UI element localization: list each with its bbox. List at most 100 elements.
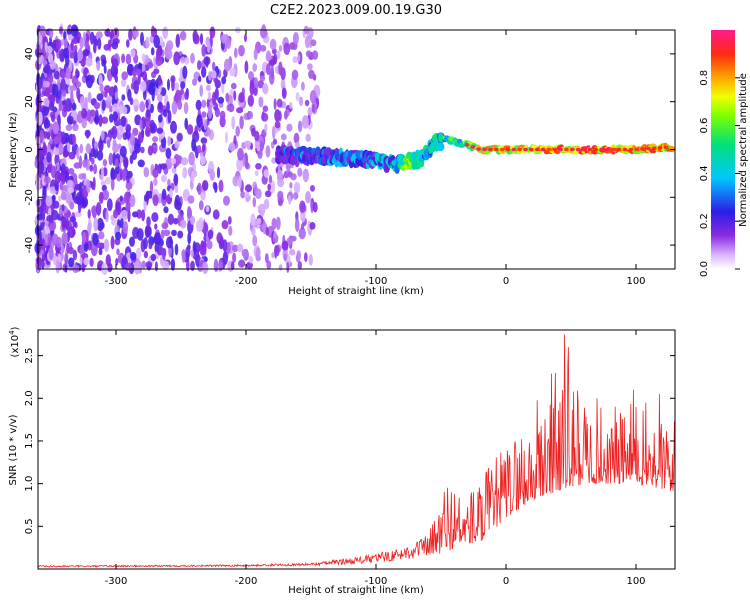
noise-cell [231,116,236,130]
noise-cell [126,173,130,184]
noise-cell [106,139,111,149]
signal-peak-cell [599,147,604,152]
noise-cell [42,80,50,88]
noise-cell [149,180,154,194]
noise-cell [55,236,63,248]
noise-cell [309,222,316,230]
noise-cell [98,247,103,256]
noise-cell [136,228,144,241]
noise-cell [99,83,104,93]
snr-y-multiplier-exponent: 4 [8,330,16,335]
noise-cell [52,194,56,202]
noise-cell [199,84,203,97]
noise-cell [210,70,217,79]
noise-cell [44,118,51,129]
noise-cell [225,37,232,49]
noise-cell [127,209,131,223]
noise-cell [179,30,187,41]
noise-cell [221,76,227,85]
noise-cell [202,261,209,274]
noise-cell [276,169,283,184]
noise-cell [111,41,119,50]
noise-cell [44,233,49,247]
noise-cell [304,252,308,263]
noise-cell [141,260,146,269]
noise-cell [125,201,131,212]
noise-cell [196,145,202,154]
noise-cell [151,25,155,36]
noise-cell [203,120,207,131]
x-tick-label: -300 [105,276,128,287]
noise-cell [147,145,154,156]
noise-cell [57,131,62,145]
noise-cell [150,253,157,262]
noise-cell [245,184,252,193]
noise-cell [61,232,69,245]
noise-cell [143,194,149,202]
noise-cell [206,40,211,54]
noise-cell [73,162,82,169]
noise-cell [205,84,211,92]
noise-cell [101,99,106,111]
noise-cell [226,104,231,111]
noise-cell [47,233,52,246]
noise-cell [60,191,67,201]
noise-cell [72,123,79,132]
noise-cell [237,243,244,253]
noise-cell [255,247,261,261]
noise-cell [167,135,172,147]
noise-cell [297,120,303,133]
noise-cell [274,245,278,259]
noise-cell [171,100,178,115]
noise-cell [36,44,42,58]
noise-cell [79,95,85,107]
noise-cell [269,38,277,51]
noise-cell [63,105,67,113]
noise-cell [93,217,99,232]
noise-cell [175,33,181,48]
noise-cell [101,116,109,124]
noise-cell [106,198,113,212]
noise-cell [169,188,173,198]
noise-cell [70,90,74,104]
noise-cell [111,58,119,69]
snr-series-path [37,334,676,569]
noise-cell [258,96,264,108]
noise-cell [263,169,269,178]
noise-cell [225,92,230,103]
noise-cell [244,161,249,170]
noise-cell [248,71,254,81]
noise-cell [278,110,282,122]
noise-cell [115,231,122,240]
signal-peak-cell [476,147,482,151]
noise-cell [132,211,139,218]
noise-cell [235,125,240,137]
noise-cell [85,143,92,154]
noise-cell [42,195,47,207]
noise-cell [49,101,55,111]
noise-cell [136,68,142,77]
noise-cell [165,236,174,249]
noise-cell [45,87,51,98]
noise-cell [129,194,136,208]
noise-cell [54,170,62,184]
noise-cell [298,227,306,240]
noise-cell [199,33,204,45]
noise-cell [55,259,60,274]
snr-frame [37,329,676,570]
spectrogram-x-axis-label: Height of straight line (km) [288,286,424,297]
noise-cell [161,222,169,230]
noise-cell [171,229,177,237]
noise-cell [145,99,149,109]
noise-cell [61,163,66,176]
noise-cell [58,195,62,202]
noise-cell [95,202,102,216]
signal-peak-cell [605,147,610,152]
noise-cell [161,136,167,149]
noise-cell [263,198,270,210]
noise-cell [154,261,158,272]
y-tick-label: 1.0 [24,476,35,492]
noise-cell [102,189,109,201]
noise-cell [118,143,122,150]
noise-cell [140,146,145,154]
